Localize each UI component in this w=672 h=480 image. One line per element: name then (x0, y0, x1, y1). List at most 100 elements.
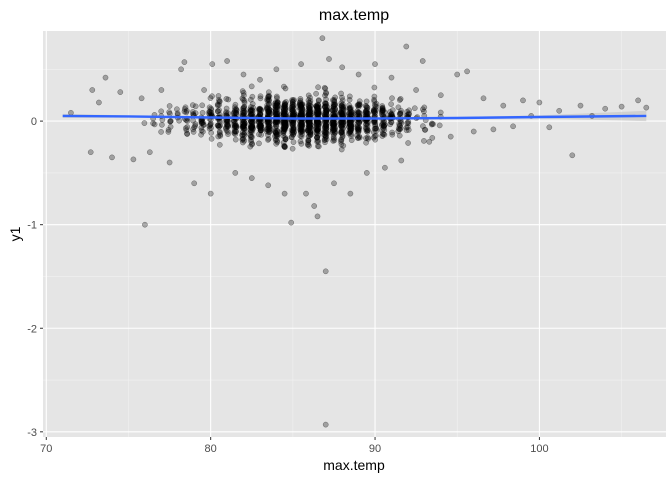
data-point (331, 122, 338, 128)
data-point (272, 133, 278, 140)
data-point (346, 124, 352, 130)
data-point (331, 120, 338, 127)
data-point (297, 106, 304, 113)
data-point (299, 128, 306, 134)
data-point (331, 126, 338, 133)
data-point (130, 156, 137, 163)
data-point (273, 118, 280, 125)
data-point (241, 122, 248, 128)
data-point (289, 98, 296, 105)
data-point (257, 124, 264, 131)
data-point (248, 138, 255, 145)
data-point (282, 101, 289, 108)
data-point (282, 107, 289, 113)
data-point (274, 127, 281, 134)
data-point (346, 105, 353, 111)
data-point (321, 84, 328, 91)
data-point (297, 111, 304, 118)
data-point (184, 130, 190, 137)
data-point (249, 123, 256, 130)
data-point (379, 107, 386, 113)
data-point (224, 123, 231, 130)
data-point (299, 110, 306, 117)
data-point (233, 124, 239, 131)
data-point (289, 122, 296, 128)
data-point (272, 109, 278, 116)
data-point (339, 131, 346, 137)
data-point (240, 135, 247, 142)
data-point (274, 131, 280, 138)
data-point (348, 125, 354, 132)
data-point (281, 108, 288, 115)
data-point (329, 107, 336, 114)
data-point (323, 90, 329, 97)
data-point (322, 421, 329, 428)
data-point (231, 107, 238, 113)
data-point (297, 102, 303, 109)
data-point (322, 129, 329, 136)
data-point (266, 109, 272, 116)
data-point (206, 123, 213, 129)
data-point (231, 121, 238, 128)
data-point (207, 120, 214, 127)
data-point (281, 103, 288, 109)
data-point (242, 109, 248, 115)
data-point (356, 120, 363, 126)
data-point (306, 120, 313, 127)
data-point (249, 93, 256, 100)
data-point (330, 122, 337, 128)
data-point (297, 96, 304, 102)
data-point (207, 122, 214, 129)
data-point (307, 109, 314, 116)
data-point (199, 120, 206, 126)
data-point (288, 127, 295, 133)
data-point (159, 121, 165, 128)
data-point (380, 125, 387, 132)
data-point (249, 110, 256, 117)
data-point (347, 121, 354, 128)
data-point (330, 103, 337, 110)
data-point (266, 108, 273, 114)
data-point (241, 92, 247, 99)
data-point (316, 110, 322, 117)
data-point (323, 109, 330, 116)
data-point (354, 111, 361, 117)
data-point (322, 122, 329, 129)
data-point (315, 119, 321, 126)
data-point (315, 110, 322, 117)
data-point (421, 108, 427, 115)
data-point (273, 107, 279, 113)
data-point (569, 152, 576, 159)
data-point (240, 121, 246, 127)
data-point (323, 126, 329, 133)
data-point (356, 110, 362, 117)
data-point (322, 85, 329, 92)
data-point (214, 122, 221, 129)
data-point (178, 66, 184, 73)
data-point (274, 110, 281, 117)
data-point (339, 124, 346, 131)
data-point (340, 104, 346, 111)
data-point (249, 126, 256, 132)
data-point (249, 127, 255, 134)
data-point (354, 120, 361, 127)
data-point (356, 124, 363, 131)
data-point (322, 119, 329, 126)
data-point (305, 139, 311, 146)
data-point (348, 111, 354, 118)
data-point (306, 124, 312, 131)
data-point (303, 190, 309, 197)
x-tick-label: 80 (205, 443, 217, 455)
data-point (272, 124, 279, 131)
data-point (321, 111, 328, 118)
data-point (299, 120, 305, 127)
chart-title: max.temp (319, 7, 389, 24)
data-point (371, 84, 378, 91)
data-point (323, 107, 330, 114)
data-point (282, 106, 289, 113)
data-point (265, 101, 272, 108)
data-point (365, 110, 371, 117)
data-point (305, 102, 312, 109)
data-point (339, 110, 346, 116)
data-point (249, 101, 256, 107)
